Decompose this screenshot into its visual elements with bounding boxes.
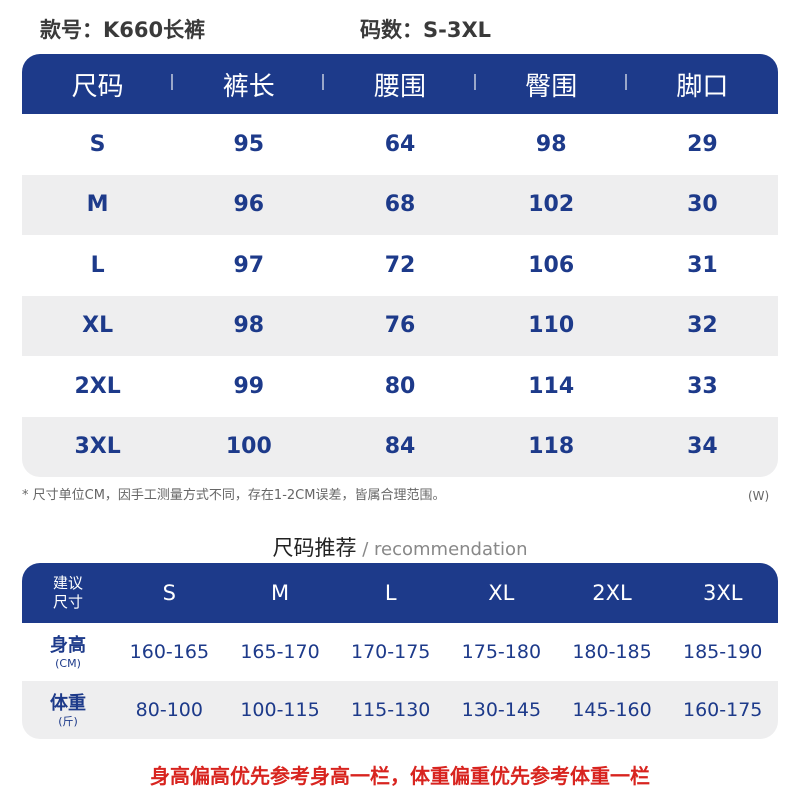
- cell-size: M: [86, 192, 109, 218]
- recommendation-title: 尺码推荐 / recommendation: [0, 532, 800, 562]
- cell-length: 96: [233, 192, 265, 218]
- rec-size-l: L: [384, 581, 397, 605]
- weight-row: 体重 (斤) 80-100 100-115 115-130 130-145 14…: [22, 681, 778, 739]
- weight-value: 145-160: [572, 699, 652, 721]
- rec-size-3xl: 3XL: [702, 581, 743, 605]
- cell-size: S: [89, 131, 106, 157]
- cell-length: 99: [233, 373, 265, 399]
- size-chart-table: 尺码 裤长 腰围 臀围 脚口 S 95 64 98 29 M 96 68 102…: [22, 54, 778, 477]
- weight-value: 130-145: [461, 699, 542, 721]
- table-row: XL 98 76 110 32: [22, 295, 778, 356]
- size-chart-header: 尺码 裤长 腰围 臀围 脚口: [22, 54, 778, 114]
- rec-size-2xl: 2XL: [592, 581, 632, 605]
- cell-length: 98: [233, 313, 265, 339]
- cell-length: 100: [225, 434, 272, 460]
- cell-waist: 84: [384, 434, 416, 460]
- rec-size-xl: XL: [488, 581, 515, 605]
- height-label-text: 身高: [50, 634, 86, 656]
- recommendation-header: 建议 尺寸 S M L XL 2XL 3XL: [22, 563, 778, 623]
- rec-size-s: S: [162, 581, 176, 605]
- height-value: 160-165: [129, 641, 210, 663]
- cell-size: 2XL: [74, 373, 121, 399]
- height-value: 180-185: [572, 641, 652, 663]
- suggested-size-label: 建议 尺寸: [22, 574, 114, 612]
- cell-size: L: [90, 252, 105, 278]
- cell-length: 97: [233, 252, 265, 278]
- table-row: 3XL 100 84 118 34: [22, 416, 778, 477]
- table-row: S 95 64 98 29: [22, 114, 778, 175]
- weight-label: 体重 (斤): [22, 693, 114, 728]
- header-waist: 腰围: [324, 66, 476, 103]
- cell-hip: 102: [528, 192, 575, 218]
- size-range: 码数：S-3XL: [360, 18, 492, 42]
- table-row: L 97 72 106 31: [22, 235, 778, 296]
- weight-value: 160-175: [683, 699, 763, 721]
- header-hip: 臀围: [476, 66, 628, 103]
- sizing-tip: 身高偏高优先参考身高一栏，体重偏重优先参考体重一栏: [150, 764, 650, 788]
- recommendation-table: 建议 尺寸 S M L XL 2XL 3XL 身高 (CM) 160-165 1…: [22, 563, 778, 739]
- cell-hem: 34: [687, 434, 718, 460]
- measurement-footnote: * 尺寸单位CM，因手工测量方式不同，存在1-2CM误差，皆属合理范围。: [22, 488, 446, 503]
- weight-value: 100-115: [240, 699, 320, 721]
- cell-hem: 31: [687, 252, 718, 278]
- height-label: 身高 (CM): [22, 635, 114, 670]
- cell-size: XL: [82, 313, 114, 339]
- cell-hem: 33: [687, 373, 718, 399]
- cell-hip: 114: [528, 373, 575, 399]
- cell-hem: 29: [687, 131, 718, 157]
- cell-length: 95: [233, 131, 265, 157]
- height-unit: (CM): [55, 656, 81, 670]
- cell-waist: 72: [384, 252, 416, 278]
- suggested-label-line1: 建议: [52, 574, 83, 592]
- cell-waist: 80: [384, 373, 416, 399]
- height-value: 165-170: [240, 641, 320, 663]
- height-value: 185-190: [683, 641, 763, 663]
- height-row: 身高 (CM) 160-165 165-170 170-175 175-180 …: [22, 623, 778, 681]
- weight-value: 115-130: [350, 699, 431, 721]
- cell-hip: 106: [528, 252, 575, 278]
- suggested-label-line2: 尺寸: [52, 593, 83, 611]
- weight-value: 80-100: [135, 699, 203, 721]
- recommendation-title-en: / recommendation: [356, 539, 528, 560]
- header-hem: 脚口: [676, 71, 729, 102]
- recommendation-title-zh: 尺码推荐: [272, 536, 357, 560]
- cell-hem: 30: [687, 192, 718, 218]
- header-length: 裤长: [173, 66, 325, 103]
- cell-hip: 110: [528, 313, 575, 339]
- header-size: 尺码: [22, 66, 174, 103]
- cell-hem: 32: [687, 313, 718, 339]
- cell-waist: 64: [384, 131, 416, 157]
- unit-watermark: (W): [748, 489, 770, 503]
- weight-unit: (斤): [58, 714, 78, 728]
- cell-hip: 118: [528, 434, 575, 460]
- style-number: 款号：K660长裤: [40, 18, 206, 42]
- rec-size-m: M: [270, 581, 290, 605]
- cell-waist: 76: [384, 313, 416, 339]
- table-row: 2XL 99 80 114 33: [22, 356, 778, 417]
- cell-size: 3XL: [74, 434, 121, 460]
- table-row: M 96 68 102 30: [22, 174, 778, 235]
- height-value: 175-180: [461, 641, 542, 663]
- cell-hip: 98: [535, 131, 567, 157]
- weight-label-text: 体重: [50, 692, 86, 714]
- height-value: 170-175: [350, 641, 431, 663]
- cell-waist: 68: [384, 192, 416, 218]
